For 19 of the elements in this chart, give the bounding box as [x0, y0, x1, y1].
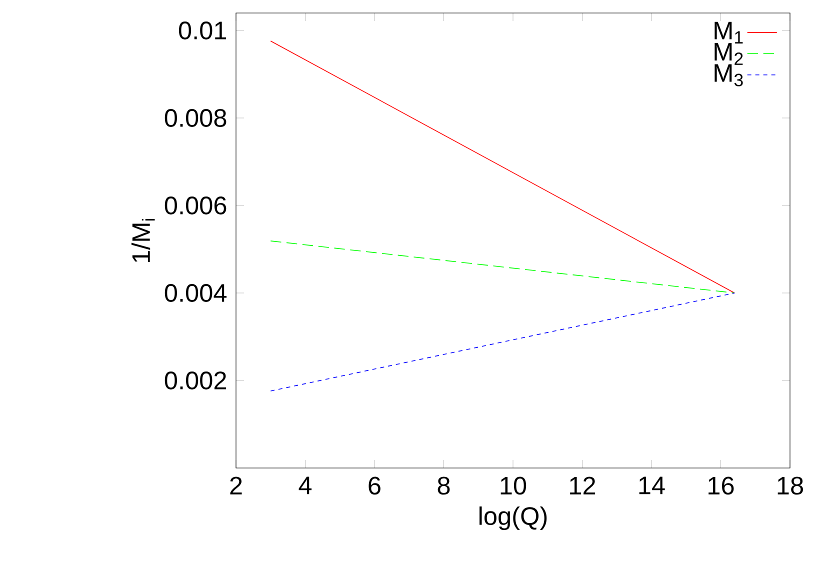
x-tick-label: 4: [298, 476, 312, 494]
x-tick-label: 16: [708, 476, 734, 495]
y-tick-label: 0.002: [164, 372, 226, 390]
y-axis-title: 1/M$_{i}$: [131, 218, 155, 262]
x-tick-label: 6: [368, 476, 380, 495]
x-tick-label: 18: [778, 476, 803, 495]
x-tick-label: 10: [500, 476, 526, 495]
y-tick-label: 0.004: [164, 284, 227, 302]
x-tick-label: 2: [230, 476, 242, 494]
y-tick-label: 0.01: [178, 22, 226, 40]
x-axis-title: log(Q): [480, 506, 547, 530]
x-tick-label: 8: [438, 476, 450, 495]
y-tick-label: 0.006: [164, 196, 226, 214]
legend-label: M$_{1}$: [714, 22, 743, 44]
x-tick-label: 14: [639, 476, 665, 494]
legend-label: M$_{3}$: [714, 64, 743, 86]
legend-label: M$_{2}$: [714, 43, 743, 65]
x-tick-label: 12: [570, 476, 596, 494]
y-tick-label: 0.008: [164, 109, 226, 127]
